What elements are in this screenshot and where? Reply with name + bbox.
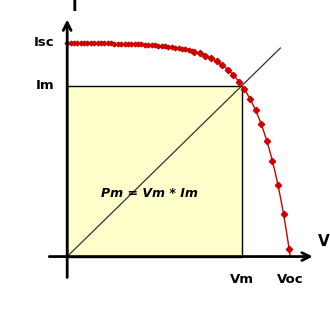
Bar	[67, 86, 242, 257]
Text: Isc: Isc	[34, 36, 54, 49]
Text: Vm: Vm	[230, 273, 254, 286]
Text: Pm = Vm * Im: Pm = Vm * Im	[101, 187, 198, 200]
Text: Im: Im	[36, 79, 54, 92]
Text: Voc: Voc	[277, 273, 304, 286]
Text: V: V	[318, 234, 330, 250]
Text: I: I	[71, 0, 77, 14]
